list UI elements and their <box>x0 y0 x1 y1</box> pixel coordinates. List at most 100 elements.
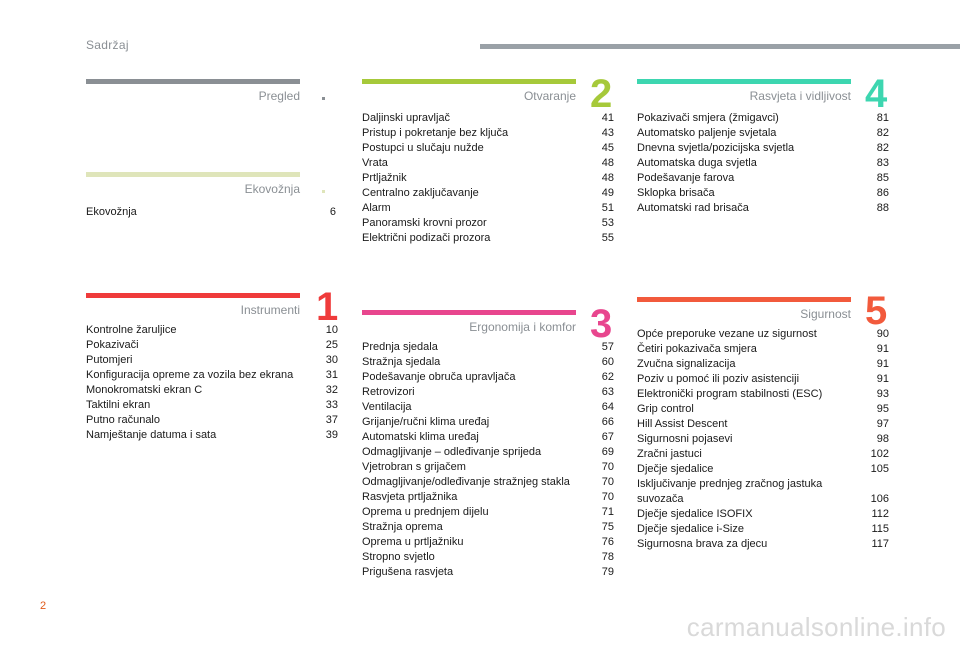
toc-entry-page: 91 <box>876 343 889 355</box>
toc-entry[interactable]: Opće preporuke vezane uz sigurnost 90 <box>637 327 889 342</box>
section-number: 3 <box>590 302 613 346</box>
toc-entry-label: Retrovizori <box>362 386 415 398</box>
toc-entry[interactable]: Podešavanje obruča upravljača 62 <box>362 370 614 385</box>
toc-entry[interactable]: Panoramski krovni prozor 53 <box>362 216 614 231</box>
toc-entry-page: 82 <box>876 142 889 154</box>
toc-list: Ekovožnja 6 <box>86 205 336 220</box>
toc-entry[interactable]: Stropno svjetlo 78 <box>362 550 614 565</box>
toc-entry-page: 75 <box>601 521 614 533</box>
section-title: Ekovožnja <box>244 182 300 196</box>
toc-entry[interactable]: Prednja sjedala 57 <box>362 340 614 355</box>
toc-list: Daljinski upravljač 41 Pristup i pokretanj… <box>362 111 614 246</box>
toc-entry-page: 57 <box>601 341 614 353</box>
toc-entry-page: 85 <box>876 172 889 184</box>
toc-entry[interactable]: Pristup i pokretanje bez ključa 43 <box>362 126 614 141</box>
toc-entry[interactable]: Ventilacija 64 <box>362 400 614 415</box>
toc-entry[interactable]: Odmagljivanje – odleđivanje sprijeda 69 <box>362 445 614 460</box>
toc-entry[interactable]: Sigurnosna brava za djecu 117 <box>637 537 889 552</box>
toc-entry[interactable]: Daljinski upravljač 41 <box>362 111 614 126</box>
toc-entry[interactable]: Dnevna svjetla/pozicijska svjetla 82 <box>637 141 889 156</box>
toc-entry-label: Četiri pokazivača smjera <box>637 343 757 355</box>
toc-entry[interactable]: Stražnja oprema 75 <box>362 520 614 535</box>
toc-entry[interactable]: Vrata 48 <box>362 156 614 171</box>
toc-entry[interactable]: Kontrolne žaruljice 10 <box>86 323 338 338</box>
toc-entry[interactable]: Putomjeri 30 <box>86 353 338 368</box>
toc-entry[interactable]: Hill Assist Descent 97 <box>637 417 889 432</box>
toc-entry[interactable]: Automatski klima uređaj 67 <box>362 430 614 445</box>
toc-entry-label: Oprema u prtljažniku <box>362 536 464 548</box>
toc-entry-page: 88 <box>876 202 889 214</box>
toc-entry-page: 30 <box>325 354 338 366</box>
section-title: Sigurnost <box>800 307 851 321</box>
toc-entry[interactable]: Retrovizori 63 <box>362 385 614 400</box>
toc-entry[interactable]: Automatska duga svjetla 83 <box>637 156 889 171</box>
toc-entry[interactable]: Odmagljivanje/odleđivanje stražnjeg stak… <box>362 475 614 490</box>
toc-entry-page: 78 <box>601 551 614 563</box>
toc-entry[interactable]: Zračni jastuci 102 <box>637 447 889 462</box>
section-dot <box>322 190 325 193</box>
toc-entry[interactable]: Sigurnosni pojasevi 98 <box>637 432 889 447</box>
toc-entry-label: Monokromatski ekran C <box>86 384 203 396</box>
toc-entry-label: Dnevna svjetla/pozicijska svjetla <box>637 142 795 154</box>
page-number: 2 <box>40 600 47 612</box>
toc-entry[interactable]: Centralno zaključavanje 49 <box>362 186 614 201</box>
toc-entry-label: Vjetrobran s grijačem <box>362 461 466 473</box>
toc-entry-page: 112 <box>871 508 889 520</box>
toc-entry-page: 81 <box>876 112 889 124</box>
toc-entry[interactable]: Dječje sjedalice ISOFIX 112 <box>637 507 889 522</box>
toc-entry[interactable]: Alarm 51 <box>362 201 614 216</box>
toc-entry[interactable]: Namještanje datuma i sata 39 <box>86 428 338 443</box>
toc-entry[interactable]: Postupci u slučaju nužde 45 <box>362 141 614 156</box>
toc-entry-page: 76 <box>601 536 614 548</box>
toc-entry[interactable]: Monokromatski ekran C 32 <box>86 383 338 398</box>
toc-list: Kontrolne žaruljice 10 Pokazivači 25 Putomje… <box>86 323 338 443</box>
toc-entry[interactable]: Vjetrobran s grijačem 70 <box>362 460 614 475</box>
toc-entry-label: Rasvjeta prtljažnika <box>362 491 458 503</box>
toc-list: Prednja sjedala 57 Stražnja sjedala 60 Podeš… <box>362 340 614 580</box>
toc-entry[interactable]: Pokazivači 25 <box>86 338 338 353</box>
toc-entry-label: Poziv u pomoć ili poziv asistenciji <box>637 373 800 385</box>
toc-entry[interactable]: Zvučna signalizacija 91 <box>637 357 889 372</box>
toc-entry-page: 37 <box>325 414 338 426</box>
toc-entry[interactable]: Putno računalo 37 <box>86 413 338 428</box>
toc-entry-label: Isključivanje prednjeg zračnog jastuka s… <box>637 478 823 505</box>
toc-entry[interactable]: Sklopka brisača 86 <box>637 186 889 201</box>
toc-entry-page: 69 <box>601 446 614 458</box>
toc-entry[interactable]: Električni podizači prozora 55 <box>362 231 614 246</box>
toc-entry[interactable]: Prtljažnik 48 <box>362 171 614 186</box>
toc-entry[interactable]: Poziv u pomoć ili poziv asistenciji 91 <box>637 372 889 387</box>
toc-entry[interactable]: Dječje sjedalice 105 <box>637 462 889 477</box>
toc-entry[interactable]: Četiri pokazivača smjera 91 <box>637 342 889 357</box>
section-number: 2 <box>590 72 613 116</box>
toc-entry-label: Zračni jastuci <box>637 448 702 460</box>
toc-entry[interactable]: Stražnja sjedala 60 <box>362 355 614 370</box>
section-dot <box>322 97 325 100</box>
toc-entry[interactable]: Podešavanje farova 85 <box>637 171 889 186</box>
toc-entry-page: 93 <box>876 388 889 400</box>
toc-entry[interactable]: Grip control 95 <box>637 402 889 417</box>
toc-entry-label: Dječje sjedalice <box>637 463 714 475</box>
toc-entry[interactable]: Automatski rad brisača 88 <box>637 201 889 216</box>
toc-entry[interactable]: Elektronički program stabilnosti (ESC) 93 <box>637 387 889 402</box>
toc-entry-page: 95 <box>876 403 889 415</box>
toc-entry[interactable]: Konfiguracija opreme za vozila bez ekran… <box>86 368 338 383</box>
toc-entry[interactable]: Oprema u prtljažniku 76 <box>362 535 614 550</box>
toc-entry[interactable]: Ekovožnja 6 <box>86 205 336 220</box>
toc-entry-label: Odmagljivanje – odleđivanje sprijeda <box>362 446 542 458</box>
toc-entry[interactable]: Isključivanje prednjeg zračnog jastuka s… <box>637 477 889 507</box>
toc-entry[interactable]: Rasvjeta prtljažnika 70 <box>362 490 614 505</box>
toc-entry-page: 115 <box>871 523 889 535</box>
toc-entry-label: Podešavanje obruča upravljača <box>362 371 516 383</box>
toc-entry[interactable]: Taktilni ekran 33 <box>86 398 338 413</box>
toc-entry[interactable]: Dječje sjedalice i-Size 115 <box>637 522 889 537</box>
toc-entry[interactable]: Pokazivači smjera (žmigavci) 81 <box>637 111 889 126</box>
toc-entry[interactable]: Grijanje/ručni klima uređaj 66 <box>362 415 614 430</box>
toc-entry[interactable]: Prigušena rasvjeta 79 <box>362 565 614 580</box>
section-number: 5 <box>865 289 888 333</box>
toc-entry-label: Alarm <box>362 202 391 214</box>
toc-entry-label: Ekovožnja <box>86 206 137 218</box>
toc-entry-label: Stropno svjetlo <box>362 551 435 563</box>
toc-entry[interactable]: Oprema u prednjem dijelu 71 <box>362 505 614 520</box>
toc-entry-label: Prednja sjedala <box>362 341 438 353</box>
toc-entry[interactable]: Automatsko paljenje svjetala 82 <box>637 126 889 141</box>
